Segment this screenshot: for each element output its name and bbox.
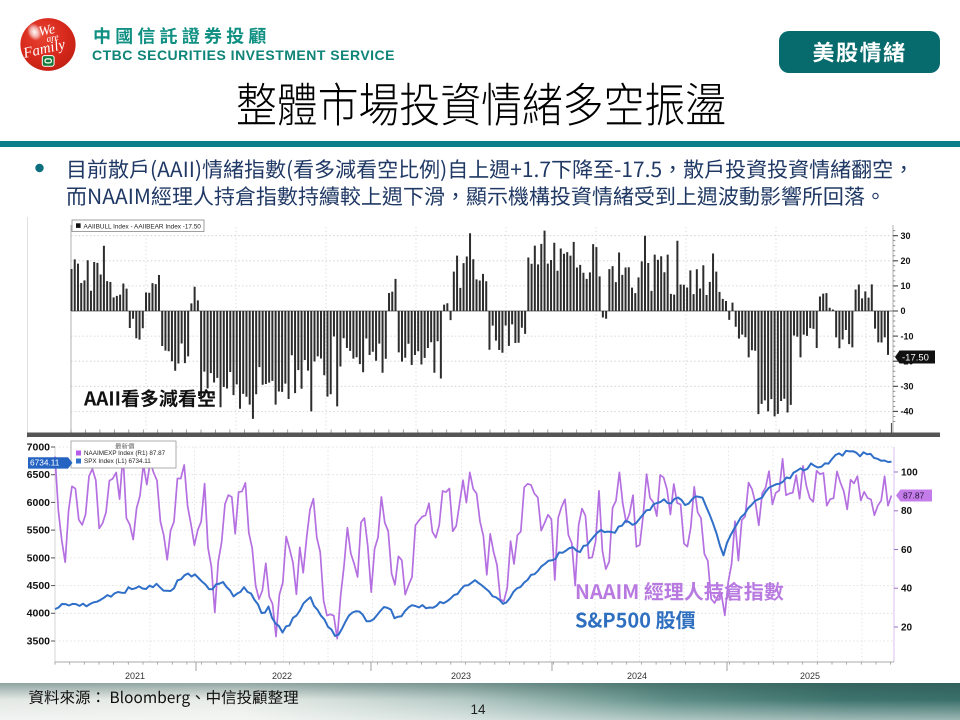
svg-text:80: 80	[901, 506, 913, 517]
svg-text:87.87: 87.87	[903, 491, 925, 501]
svg-text:2021: 2021	[125, 671, 145, 681]
svg-text:We: We	[37, 22, 56, 40]
svg-text:60: 60	[901, 545, 913, 556]
svg-text:2025: 2025	[800, 671, 820, 681]
svg-text:40: 40	[901, 584, 913, 595]
svg-text:AAIIBULL Index - AAIIBEAR Inde: AAIIBULL Index - AAIIBEAR Index -17.50	[84, 223, 202, 230]
svg-text:-10: -10	[901, 331, 914, 341]
svg-text:4000: 4000	[27, 608, 51, 620]
svg-text:are: are	[46, 33, 60, 45]
svg-text:7000: 7000	[27, 441, 51, 453]
svg-text:5000: 5000	[27, 552, 51, 564]
svg-text:100: 100	[901, 467, 918, 478]
svg-text:6500: 6500	[27, 469, 51, 481]
svg-text:6000: 6000	[27, 497, 51, 509]
svg-text:2022: 2022	[272, 671, 292, 681]
svg-text:10: 10	[901, 281, 911, 291]
svg-text:-40: -40	[901, 407, 914, 417]
svg-text:2023: 2023	[451, 671, 471, 681]
svg-text:SPX Index (L1) 6734.11: SPX Index (L1) 6734.11	[84, 458, 151, 465]
svg-text:NAAIMEXP Index (R1) 87.87: NAAIMEXP Index (R1) 87.87	[84, 450, 166, 457]
svg-text:5500: 5500	[27, 525, 51, 537]
svg-text:-30: -30	[901, 382, 914, 392]
svg-text:4500: 4500	[27, 580, 51, 592]
svg-text:30: 30	[901, 231, 911, 241]
svg-text:2024: 2024	[627, 671, 647, 681]
svg-text:6734.11: 6734.11	[30, 458, 60, 468]
svg-text:20: 20	[901, 622, 913, 633]
svg-text:0: 0	[901, 306, 906, 316]
svg-text:20: 20	[901, 256, 911, 266]
svg-text:3500: 3500	[27, 635, 51, 647]
svg-text:-17.50: -17.50	[902, 353, 929, 364]
